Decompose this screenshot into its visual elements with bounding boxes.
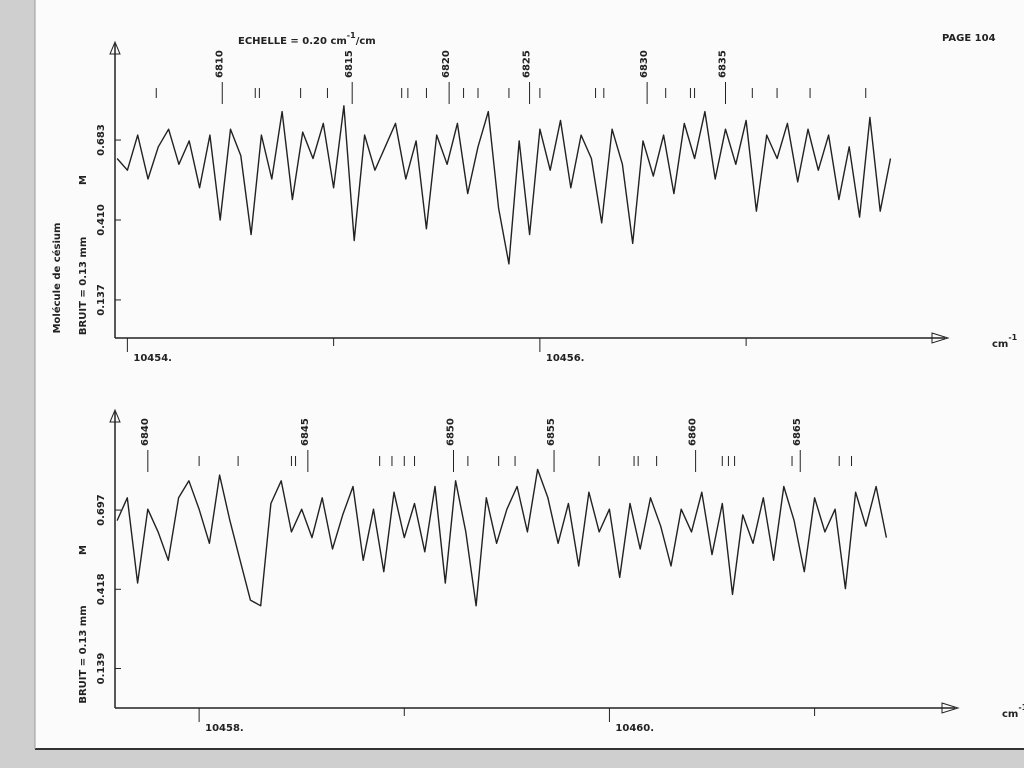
- line-marker-label: 6855: [546, 418, 557, 446]
- line-marker-label: 6850: [446, 418, 457, 446]
- x-axis-arrow: [941, 702, 960, 714]
- x-axis-unit-sup: -1: [1008, 333, 1017, 342]
- y-axis-arrow: [109, 408, 121, 423]
- page-number: PAGE 104: [942, 33, 996, 44]
- line-marker-label: 6860: [688, 418, 699, 446]
- y-axis-arrow: [109, 40, 121, 55]
- x-axis-label: cm-1: [1002, 703, 1024, 721]
- y-axis-label: M: [78, 175, 89, 185]
- spectrum-line: [116, 105, 892, 265]
- x-axis-unit: cm: [992, 339, 1008, 350]
- scale-note: ECHELLE = 0.20 cm-1/cm: [238, 31, 376, 48]
- paper: [35, 0, 1024, 748]
- y-tick-label: 0.418: [96, 573, 107, 605]
- y-tick-label: 0.137: [96, 284, 107, 316]
- x-axis-label: cm-1: [992, 333, 1018, 351]
- y-tick-label: 0.683: [96, 124, 107, 156]
- scale-tail: /cm: [356, 36, 376, 47]
- x-tick-label: 10456.: [546, 353, 585, 364]
- line-marker-label: 6835: [718, 50, 729, 78]
- x-tick-label: 10454.: [133, 353, 172, 364]
- line-marker-label: 6845: [300, 418, 311, 446]
- line-marker-label: 6815: [344, 50, 355, 78]
- x-tick-label: 10458.: [205, 723, 244, 734]
- line-marker-label: 6840: [140, 418, 151, 446]
- y-tick-label: 0.697: [96, 494, 107, 526]
- noise-label: BRUIT = 0.13 mm: [78, 237, 89, 335]
- x-axis-arrow: [931, 332, 950, 344]
- x-axis-unit: cm: [1002, 709, 1018, 720]
- noise-label: BRUIT = 0.13 mm: [78, 605, 89, 703]
- line-marker-label: 6825: [522, 50, 533, 78]
- x-axis-unit-sup: -1: [1018, 703, 1024, 712]
- x-tick-label: 10460.: [615, 723, 654, 734]
- y-tick-label: 0.410: [96, 204, 107, 236]
- line-marker-label: 6830: [639, 50, 650, 78]
- y-tick-label: 0.139: [96, 653, 107, 685]
- molecule-label: Molécule de césium: [51, 223, 63, 334]
- line-marker-label: 6865: [792, 418, 803, 446]
- scale-text: ECHELLE = 0.20 cm: [238, 36, 347, 47]
- y-axis-label: M: [78, 545, 89, 555]
- spectrum-line: [116, 468, 888, 607]
- line-marker-label: 6810: [214, 50, 225, 78]
- line-marker-label: 6820: [441, 50, 452, 78]
- scale-sup: -1: [347, 31, 356, 40]
